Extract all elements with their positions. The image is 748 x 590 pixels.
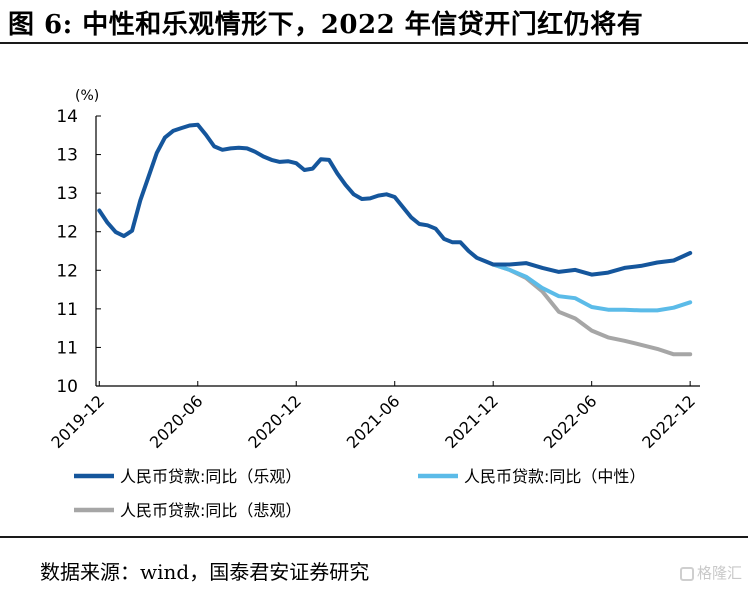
x-tick-label: 2020-06 <box>146 391 207 452</box>
y-axis-unit-label: (%) <box>75 88 99 104</box>
watermark-text: 格隆汇 <box>696 564 742 582</box>
x-tick-label: 2020-12 <box>244 391 305 452</box>
watermark-logo-icon <box>679 567 694 581</box>
watermark: 格隆汇 <box>679 562 742 583</box>
top-rule <box>0 42 748 44</box>
data-source-note: 数据来源：wind，国泰君安证券研究 <box>40 560 370 584</box>
figure-title: 图 6: 中性和乐观情形下，2022 年信贷开门红仍将有 <box>8 10 644 40</box>
y-tick-label: 13 <box>56 184 78 204</box>
y-tick-label: 11 <box>56 338 78 358</box>
x-tick-label: 2021-12 <box>441 391 502 452</box>
series-line-1 <box>491 262 693 313</box>
y-tick-label: 12 <box>56 261 78 281</box>
legend-label-2: 人民币贷款:同比（悲观） <box>120 501 301 520</box>
x-tick-label: 2022-12 <box>638 391 699 452</box>
series-line-0 <box>97 122 693 277</box>
x-tick-label: 2021-06 <box>343 391 404 452</box>
legend-label-0: 人民币贷款:同比（乐观） <box>120 467 301 486</box>
y-tick-label: 10 <box>56 377 78 397</box>
y-tick-label: 14 <box>56 107 78 127</box>
x-tick-label: 2022-06 <box>540 391 601 452</box>
y-tick-label: 12 <box>56 223 78 243</box>
legend-label-1: 人民币贷款:同比（中性） <box>464 467 645 486</box>
y-tick-label: 11 <box>56 300 78 320</box>
x-tick-label: 2019-12 <box>47 391 108 452</box>
y-tick-label: 13 <box>56 146 78 166</box>
bottom-rule <box>0 536 748 538</box>
